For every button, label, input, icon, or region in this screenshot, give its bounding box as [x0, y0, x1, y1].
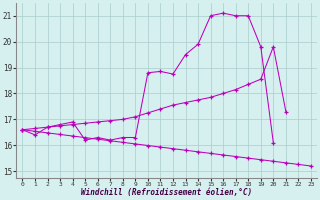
- X-axis label: Windchill (Refroidissement éolien,°C): Windchill (Refroidissement éolien,°C): [81, 188, 252, 197]
